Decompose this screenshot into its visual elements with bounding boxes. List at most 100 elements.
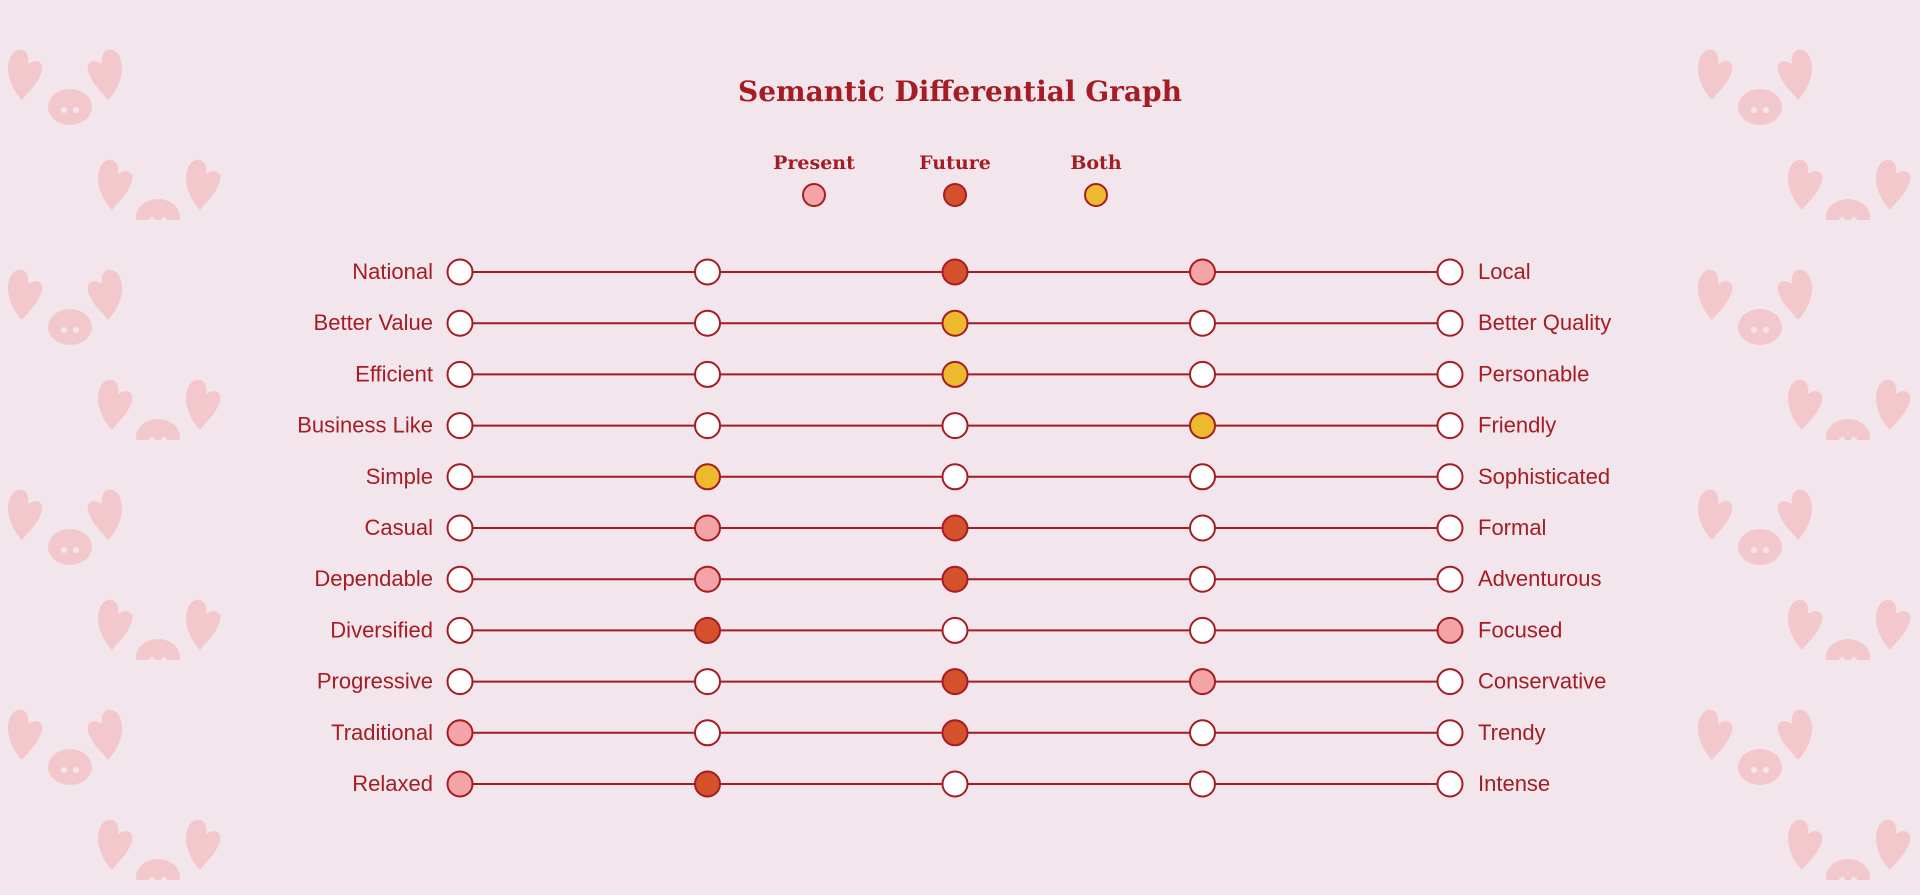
legend-label-present: Present <box>773 152 855 174</box>
legend-swatch-future <box>943 183 967 207</box>
scale-point <box>1189 565 1216 593</box>
right-label: Sophisticated <box>1478 464 1610 489</box>
scale-row: Traditional Trendy <box>331 719 1546 747</box>
scale-row: Dependable Adventurous <box>314 565 1602 593</box>
data-point-future <box>941 258 969 286</box>
legend-both: Both <box>1036 152 1156 207</box>
scale-point <box>1436 258 1464 286</box>
left-label: National <box>352 259 433 284</box>
background-pattern-left <box>0 0 230 895</box>
data-point-present <box>446 770 474 798</box>
left-label: Dependable <box>314 566 433 591</box>
scale-point <box>446 616 474 644</box>
scale-row: National Local <box>352 258 1531 286</box>
scale-point <box>941 463 969 491</box>
pattern-fill-left <box>0 0 230 895</box>
scale-point <box>1436 565 1464 593</box>
scale-point <box>694 412 721 440</box>
scale-row: Better Value Better Quality <box>314 309 1611 337</box>
scale-point <box>1436 412 1464 440</box>
left-label: Casual <box>365 515 433 540</box>
data-point-future <box>941 668 969 696</box>
scale-point <box>446 463 474 491</box>
scale-point <box>941 616 969 644</box>
right-label: Personable <box>1478 361 1589 386</box>
data-point-future <box>941 565 969 593</box>
pattern-fill-right <box>1690 0 1920 895</box>
right-label: Focused <box>1478 617 1562 642</box>
left-label: Efficient <box>355 361 433 386</box>
data-point-present <box>1436 616 1464 644</box>
scale-row: Simple Sophisticated <box>366 463 1610 491</box>
left-label: Better Value <box>314 310 433 335</box>
data-point-future <box>694 616 721 644</box>
right-label: Intense <box>1478 771 1550 796</box>
data-point-present <box>1189 258 1216 286</box>
scale-point <box>694 258 721 286</box>
scale-point <box>1189 463 1216 491</box>
right-label: Conservative <box>1478 669 1606 694</box>
left-label: Simple <box>366 464 433 489</box>
legend-swatch-both <box>1084 183 1108 207</box>
scale-point <box>941 412 969 440</box>
scale-point <box>1189 770 1216 798</box>
right-label: Better Quality <box>1478 310 1611 335</box>
scale-point <box>1436 668 1464 696</box>
scale-row: Progressive Conservative <box>317 668 1606 696</box>
right-label: Friendly <box>1478 413 1556 438</box>
right-label: Formal <box>1478 515 1546 540</box>
scale-point <box>1189 719 1216 747</box>
left-label: Diversified <box>330 617 433 642</box>
data-point-future <box>941 514 969 542</box>
scale-row: Business Like Friendly <box>297 412 1556 440</box>
legend-label-future: Future <box>919 152 991 174</box>
scale-point <box>941 770 969 798</box>
scale-point <box>1189 360 1216 388</box>
left-label: Traditional <box>331 720 433 745</box>
chart-title: Semantic Differential Graph <box>737 75 1182 108</box>
scale-point <box>1436 719 1464 747</box>
data-point-both <box>941 360 969 388</box>
right-label: Trendy <box>1478 720 1546 745</box>
data-point-both <box>1189 412 1216 440</box>
data-point-both <box>694 463 721 491</box>
left-label: Relaxed <box>352 771 433 796</box>
scale-point <box>1436 360 1464 388</box>
scale-row: Casual Formal <box>365 514 1546 542</box>
legend-future: Future <box>895 152 1015 207</box>
scale-point <box>1436 514 1464 542</box>
scale-row: Relaxed Intense <box>352 770 1550 798</box>
scale-point <box>446 360 474 388</box>
data-point-future <box>694 770 721 798</box>
scale-point <box>1436 309 1464 337</box>
scale-point <box>1189 616 1216 644</box>
scale-point <box>1436 770 1464 798</box>
left-label: Progressive <box>317 669 433 694</box>
scale-point <box>694 719 721 747</box>
data-point-present <box>1189 668 1216 696</box>
data-point-present <box>446 719 474 747</box>
legend-present: Present <box>754 152 874 207</box>
scale-row: Efficient Personable <box>355 360 1589 388</box>
background-pattern-right <box>1690 0 1920 895</box>
scale-point <box>446 412 474 440</box>
scale-point <box>1189 309 1216 337</box>
scale-point <box>446 514 474 542</box>
scale-row: Diversified Focused <box>330 616 1562 644</box>
scale-point <box>694 360 721 388</box>
legend-label-both: Both <box>1070 152 1122 174</box>
left-label: Business Like <box>297 413 433 438</box>
scale-point <box>1189 514 1216 542</box>
scale-point <box>1436 463 1464 491</box>
data-point-future <box>941 719 969 747</box>
right-label: Adventurous <box>1478 566 1602 591</box>
legend-swatch-present <box>802 183 826 207</box>
data-point-present <box>694 565 721 593</box>
data-point-present <box>694 514 721 542</box>
scale-point <box>694 309 721 337</box>
scale-point <box>446 565 474 593</box>
scale-point <box>446 258 474 286</box>
scale-point <box>446 668 474 696</box>
